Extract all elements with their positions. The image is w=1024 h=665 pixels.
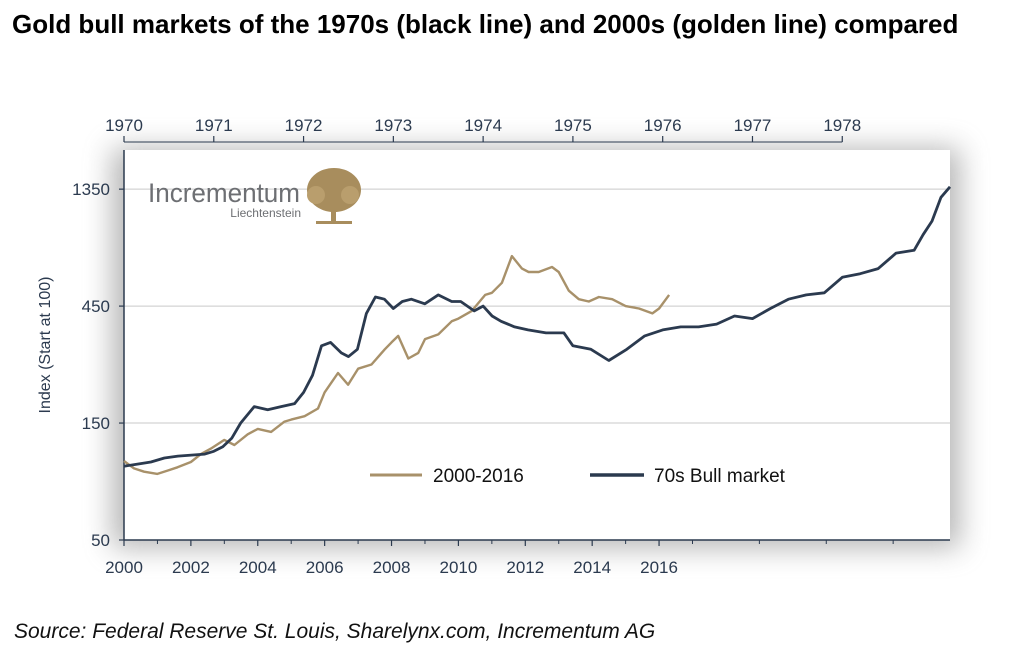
x-top-tick-label: 1970 (105, 116, 143, 135)
x-top-tick-label: 1971 (195, 116, 233, 135)
x-bottom-tick-label: 2002 (172, 558, 210, 577)
legend-label-2000-2016: 2000-2016 (433, 466, 524, 487)
y-axis-ticks: 50 150 450 1350 (72, 180, 124, 550)
chart-title: Gold bull markets of the 1970s (black li… (12, 9, 959, 39)
x-bottom-tick-label: 2016 (640, 558, 678, 577)
x-bottom-tick-label: 2012 (506, 558, 544, 577)
plot-area (124, 150, 950, 540)
y-tick-label: 150 (82, 414, 110, 433)
axes (123, 150, 950, 541)
source-note: Source: Federal Reserve St. Louis, Share… (14, 620, 656, 643)
legend: 2000-2016 70s Bull market (370, 466, 786, 487)
y-axis-label: Index (Start at 100) (37, 277, 54, 414)
x-top-tick-label: 1975 (554, 116, 592, 135)
x-top-tick-label: 1977 (734, 116, 772, 135)
top-axis-ticks: 1970 1971 1972 1973 1974 1975 1976 1977 1978 (105, 116, 861, 143)
x-bottom-tick-label: 2000 (105, 558, 143, 577)
x-top-tick-label: 1976 (644, 116, 682, 135)
tree-icon (307, 168, 361, 224)
bottom-axis-ticks: 2000 2002 2004 2006 2008 2010 2012 2014 2016 (105, 540, 894, 577)
x-top-tick-label: 1972 (285, 116, 323, 135)
logo: Incrementum Liechtenstein (148, 168, 361, 224)
logo-subtitle: Liechtenstein (230, 206, 301, 220)
logo-name: Incrementum (148, 178, 300, 208)
x-bottom-tick-label: 2008 (373, 558, 411, 577)
x-top-tick-label: 1974 (464, 116, 502, 135)
y-tick-label: 450 (82, 297, 110, 316)
y-tick-label: 1350 (72, 180, 110, 199)
x-bottom-tick-label: 2010 (439, 558, 477, 577)
y-tick-label: 50 (91, 531, 110, 550)
series-line-70s-bull-market (123, 185, 952, 468)
x-bottom-tick-label: 2014 (573, 558, 611, 577)
x-bottom-tick-label: 2004 (239, 558, 277, 577)
y-gridlines (124, 188, 950, 424)
x-top-tick-label: 1978 (823, 116, 861, 135)
x-top-tick-label: 1973 (374, 116, 412, 135)
series-line-2000-2016 (123, 254, 671, 476)
legend-label-70s-bull-market: 70s Bull market (654, 466, 786, 487)
x-bottom-tick-label: 2006 (306, 558, 344, 577)
chart: 1970 1971 1972 1973 1974 1975 1976 1977 1978 200… (37, 116, 960, 577)
